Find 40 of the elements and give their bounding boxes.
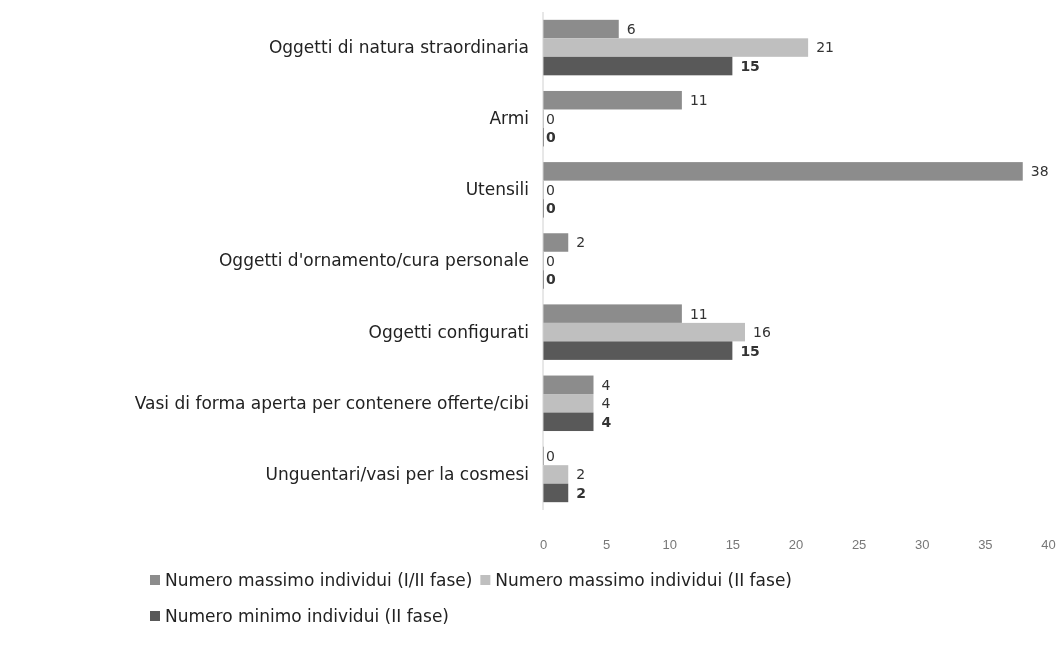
- x-tick-label: 10: [662, 537, 677, 553]
- x-tick-label: 5: [603, 537, 611, 553]
- y-tick-label: Unguentari/vasi per la cosmesi: [265, 463, 529, 484]
- legend-label: Numero massimo individui (I/II fase): [165, 569, 473, 590]
- data-label: 0: [546, 200, 556, 217]
- data-label: 0: [546, 129, 556, 146]
- data-label: 16: [753, 324, 771, 341]
- y-tick-label: Utensili: [465, 179, 529, 200]
- data-label: 2: [576, 466, 586, 483]
- x-tick-label: 30: [915, 537, 930, 553]
- data-label: 15: [740, 342, 760, 359]
- data-label: 38: [1030, 163, 1049, 180]
- legend-label: Numero massimo individui (II fase): [495, 569, 792, 590]
- y-tick-label: Armi: [489, 108, 529, 129]
- data-label: 0: [546, 181, 555, 198]
- data-label: 4: [601, 376, 611, 393]
- x-tick-label: 40: [1041, 537, 1056, 553]
- data-label: 4: [601, 395, 611, 412]
- legend-label: Numero minimo individui (II fase): [165, 605, 449, 626]
- data-label: 0: [546, 271, 556, 288]
- data-label: 15: [740, 57, 760, 74]
- x-tick-label: 25: [851, 537, 867, 553]
- data-label: 11: [689, 305, 708, 322]
- data-label: 2: [576, 484, 586, 501]
- x-tick-label: 15: [725, 537, 741, 553]
- data-label: 2: [576, 234, 586, 251]
- y-tick-label: Vasi di forma aperta per contenere offerte/cibi: [134, 392, 529, 413]
- data-label: 0: [546, 110, 555, 127]
- data-label: 6: [626, 20, 636, 37]
- x-tick-label: 20: [788, 537, 804, 553]
- data-label: 11: [689, 92, 708, 109]
- y-tick-label: Oggetti d'ornamento/cura personale: [218, 250, 529, 271]
- data-label: 4: [601, 413, 612, 430]
- y-tick-label: Oggetti di natura straordinaria: [268, 37, 529, 58]
- data-label: 0: [546, 447, 555, 464]
- data-label: 0: [546, 252, 555, 269]
- data-label: 21: [816, 39, 834, 56]
- x-tick-label: 0: [539, 537, 548, 553]
- y-tick-label: Oggetti configurati: [368, 321, 529, 342]
- x-tick-label: 35: [978, 537, 993, 553]
